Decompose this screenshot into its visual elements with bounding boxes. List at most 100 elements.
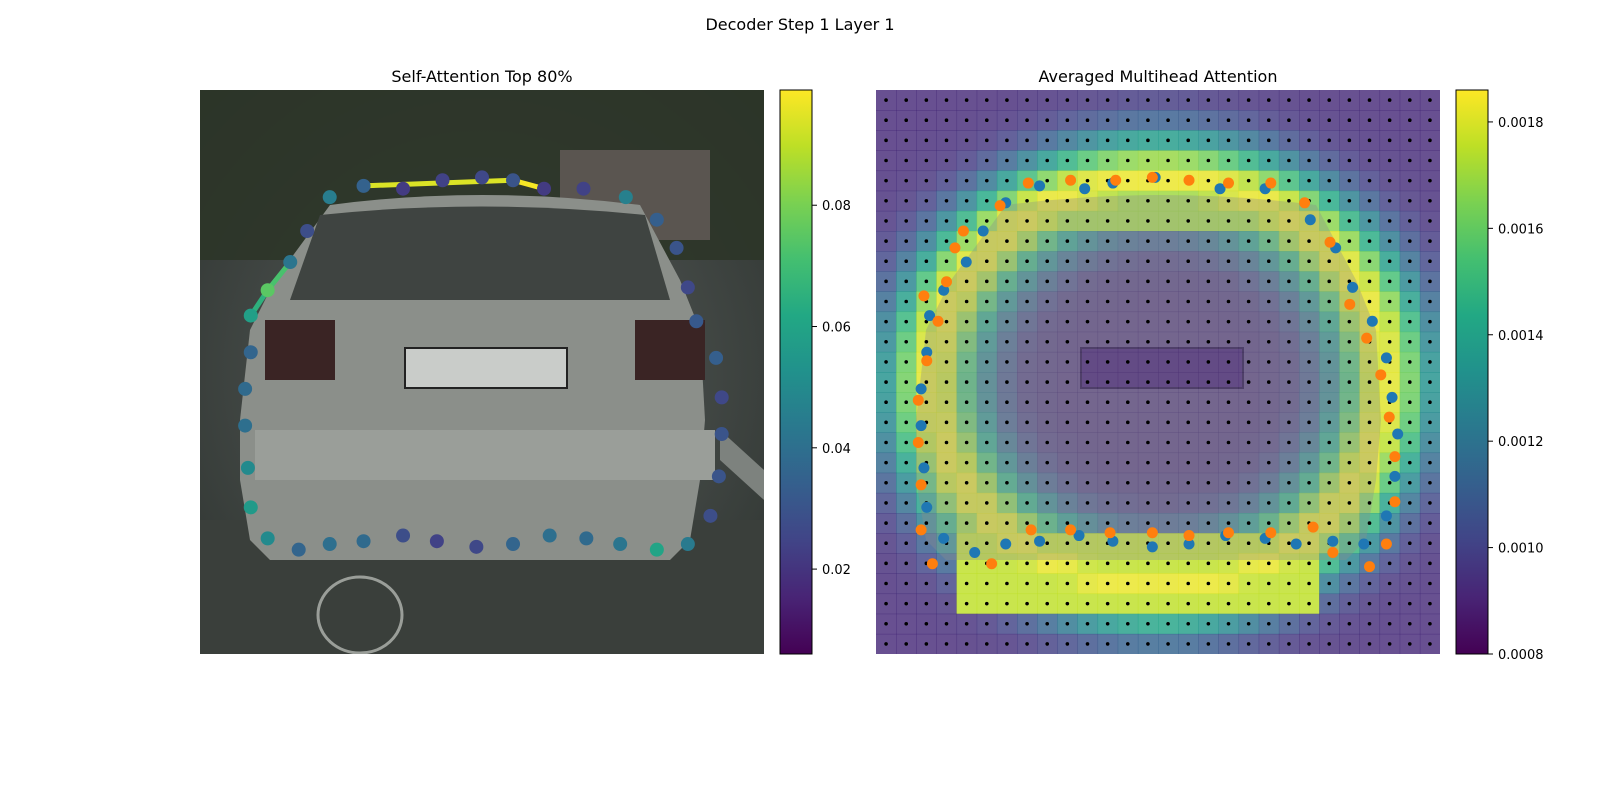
series-point — [918, 290, 930, 302]
series-point — [1110, 174, 1122, 186]
series-point — [1364, 561, 1375, 573]
attention-point — [506, 537, 521, 552]
right-panel: Averaged Multihead Attention 0.0008 0.001… — [876, 67, 1544, 663]
series-point — [1299, 197, 1311, 209]
series-point — [1386, 391, 1398, 403]
series-point — [1022, 177, 1034, 189]
colorbar-tick-label: 0.0016 — [1498, 222, 1544, 237]
series-point — [1146, 171, 1158, 183]
left-colorbar: 0.02 0.04 0.06 0.08 — [779, 89, 851, 655]
series-point — [1366, 315, 1378, 327]
attention-point — [322, 537, 337, 552]
attention-point — [576, 181, 591, 196]
series-point — [1324, 236, 1336, 248]
colorbar-tick-label: 0.08 — [822, 199, 851, 214]
series-point — [1375, 369, 1387, 381]
series-point — [926, 558, 938, 570]
attention-point — [649, 542, 664, 557]
series-point — [1065, 174, 1077, 186]
series-point — [1389, 470, 1401, 482]
attention-point — [238, 381, 253, 396]
colorbar-tick-label: 0.02 — [822, 563, 851, 578]
series-point — [1000, 538, 1012, 550]
series-point — [1307, 521, 1319, 533]
series-point — [918, 462, 930, 474]
series-point — [994, 200, 1006, 212]
attention-point — [618, 190, 633, 205]
series-point — [1265, 177, 1277, 189]
series-point — [1183, 538, 1195, 550]
series-point — [1383, 411, 1395, 423]
series-point — [915, 420, 927, 432]
series-point — [1380, 510, 1392, 522]
series-point — [1347, 281, 1359, 293]
attention-point — [322, 190, 337, 205]
series-point — [915, 524, 927, 536]
right-colorbar: 0.0008 0.0010 0.0012 0.0014 0.0016 0.0018 — [1455, 89, 1544, 663]
series-point — [977, 225, 989, 237]
series-point — [924, 310, 936, 322]
attention-point — [435, 173, 450, 188]
attention-point — [240, 460, 255, 475]
attention-point — [506, 173, 521, 188]
attention-point — [396, 528, 411, 543]
series-point — [1290, 538, 1302, 550]
series-point — [1183, 530, 1195, 542]
series-point — [1358, 538, 1370, 550]
attention-point — [714, 427, 729, 442]
series-point — [1327, 546, 1339, 558]
series-point — [986, 558, 998, 570]
series-point — [1146, 541, 1158, 553]
series-point — [1344, 298, 1356, 310]
series-point — [1034, 180, 1046, 192]
attention-point — [429, 534, 444, 549]
series-point — [1304, 214, 1316, 226]
series-point — [1392, 428, 1404, 440]
series-point — [915, 479, 927, 491]
series-point — [1327, 535, 1339, 547]
colorbar-tick-label: 0.0008 — [1498, 648, 1544, 663]
left-attention-points — [238, 170, 729, 557]
series-point — [1079, 183, 1091, 195]
series-point — [912, 394, 924, 406]
attention-point — [238, 418, 253, 433]
figure-title: Decoder Step 1 Layer 1 — [705, 15, 894, 34]
series-point — [938, 284, 950, 296]
colorbar-tick-label: 0.0010 — [1498, 542, 1544, 557]
attention-point — [680, 537, 695, 552]
left-panel: Self-Attention Top 80% 0.02 0.04 0.06 0.08 — [200, 67, 851, 655]
series-point — [1025, 524, 1037, 536]
series-point — [1361, 332, 1373, 344]
series-point — [1065, 524, 1077, 536]
series-point — [1389, 496, 1401, 508]
right-heatmap — [876, 90, 1440, 654]
attention-point — [260, 283, 275, 298]
attention-point — [291, 542, 306, 557]
series-point — [949, 242, 961, 254]
attention-point — [649, 212, 664, 227]
colorbar-tick-label: 0.06 — [822, 321, 851, 336]
attention-point — [243, 345, 258, 360]
attention-point — [669, 240, 684, 255]
series-point — [1034, 535, 1046, 547]
series-point — [960, 256, 972, 268]
series-point — [938, 532, 950, 544]
colorbar-tick-label: 0.0012 — [1498, 435, 1544, 450]
series-point — [921, 346, 933, 358]
series-point — [1265, 527, 1277, 539]
series-point — [1107, 535, 1119, 547]
attention-point — [243, 308, 258, 323]
attention-point — [475, 170, 489, 185]
attention-point — [711, 469, 726, 484]
series-point — [1073, 530, 1085, 542]
series-point — [921, 501, 933, 513]
attention-point — [613, 537, 628, 552]
left-panel-title: Self-Attention Top 80% — [391, 67, 572, 86]
series-point — [1214, 183, 1226, 195]
attention-point — [396, 181, 411, 196]
colorbar-tick-label: 0.0014 — [1498, 329, 1544, 344]
attention-point — [283, 255, 298, 270]
attention-point — [243, 500, 258, 515]
series-point — [969, 546, 981, 558]
